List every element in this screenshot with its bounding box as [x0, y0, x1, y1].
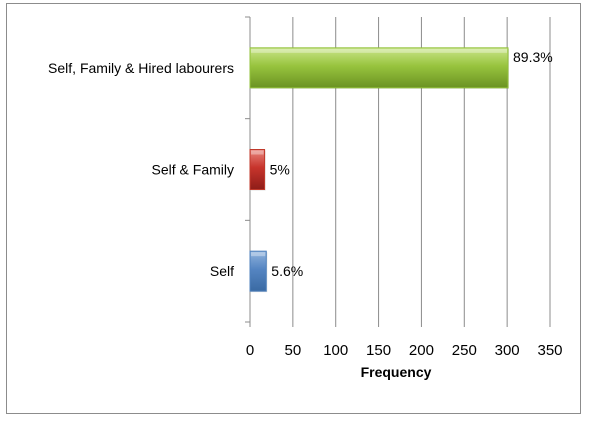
bar-highlight [251, 48, 507, 53]
bar-highlight [251, 252, 266, 257]
x-tick-label: 100 [323, 342, 348, 359]
bars [249, 47, 509, 293]
data-label: 5.6% [271, 263, 303, 279]
bar-highlight [251, 150, 264, 155]
x-tick-label: 0 [246, 342, 254, 359]
x-axis-title: Frequency [361, 364, 432, 380]
category-label: Self & Family [152, 162, 234, 178]
category-label: Self [210, 263, 234, 279]
data-label: 89.3% [513, 49, 553, 65]
bar [249, 47, 509, 89]
x-tick-label: 200 [409, 342, 434, 359]
x-tick-label: 300 [495, 342, 520, 359]
labels: 0 50 100 150 200 250 300 350 Self, Family & Hire… [48, 49, 562, 359]
bar [249, 250, 267, 292]
x-tick-label: 50 [285, 342, 302, 359]
category-label: Self, Family & Hired labourers [48, 60, 234, 76]
x-tick-label: 250 [452, 342, 477, 359]
bar [249, 149, 266, 190]
x-tick-label: 350 [537, 342, 562, 359]
data-label: 5% [270, 162, 290, 178]
x-tick-label: 150 [366, 342, 391, 359]
